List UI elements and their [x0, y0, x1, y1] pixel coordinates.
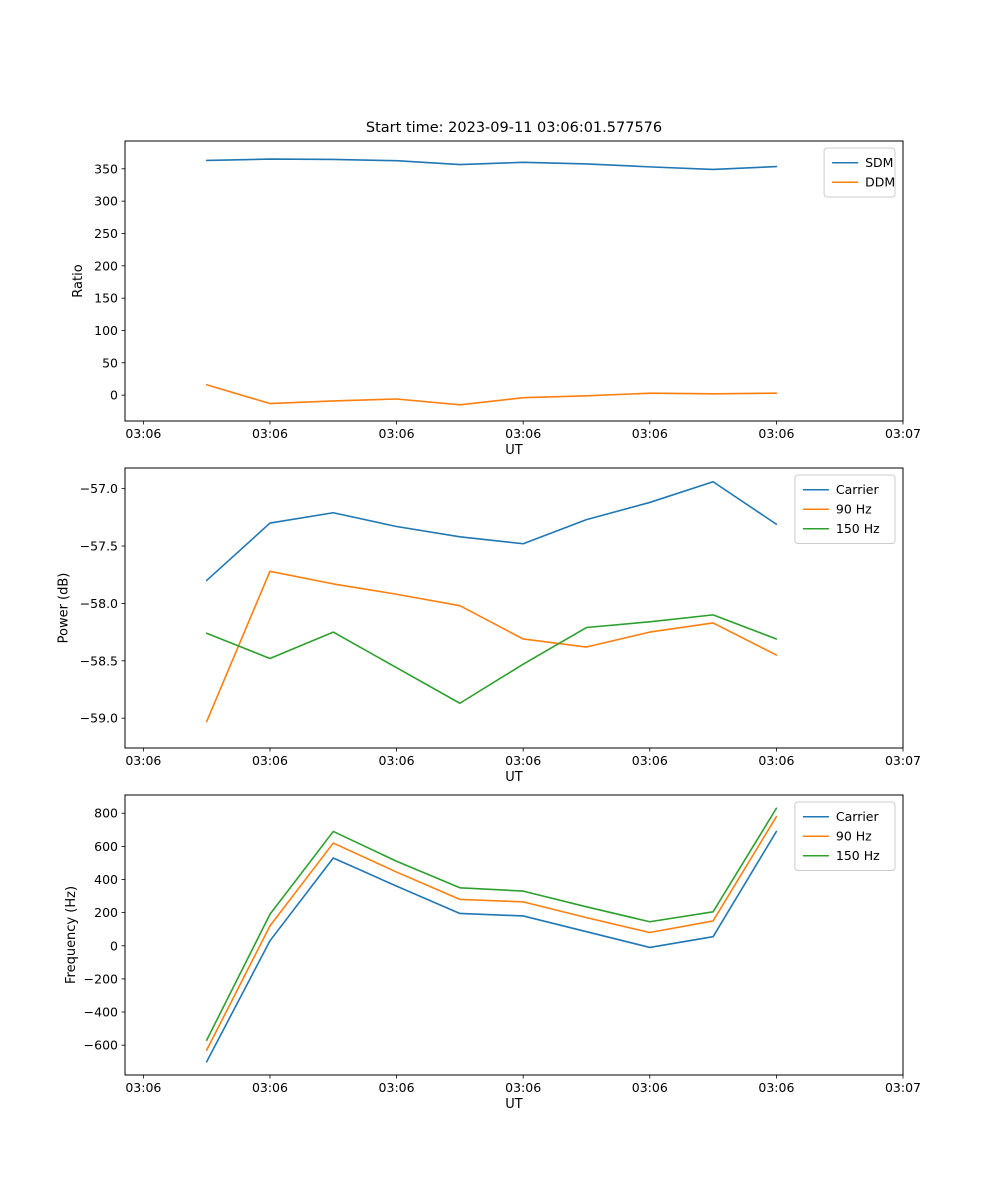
y-tick-label: 200: [94, 905, 118, 920]
y-tick-label: −400: [84, 1005, 118, 1020]
x-tick-label: 03:06: [252, 753, 288, 768]
axes-box-ratio: [124, 140, 904, 422]
x-tick-label: 03:06: [379, 753, 415, 768]
legend-label: 150 Hz: [836, 848, 880, 863]
x-tick-label: 03:06: [379, 426, 415, 441]
x-tick-label: 03:06: [758, 426, 794, 441]
legend: SDM DDM: [823, 147, 896, 198]
x-tick-label: 03:06: [758, 1080, 794, 1095]
y-tick-label: −58.5: [80, 653, 118, 668]
y-axis-label: Ratio: [71, 264, 86, 297]
series-line-carrier: [205, 480, 778, 582]
axes-box-frequency: [124, 794, 904, 1076]
y-tick-label: 50: [102, 355, 118, 370]
x-tick-label: 03:06: [125, 1080, 161, 1095]
y-tick-label: 0: [110, 938, 118, 953]
x-tick-label: 03:06: [379, 1080, 415, 1095]
y-tick-label: 150: [94, 291, 118, 306]
chart-title: Start time: 2023-09-11 03:06:01.577576: [366, 120, 662, 136]
y-tick-label: 0: [110, 388, 118, 403]
legend-label: SDM: [865, 155, 893, 170]
y-tick-label: −59.0: [80, 711, 118, 726]
x-tick-label: 03:06: [505, 753, 541, 768]
axes-box-power: [124, 467, 904, 749]
chart-power: 03:06 03:06 03:06 03:06 03:06 03:06 03:07 −59.0…: [57, 467, 921, 785]
x-tick-label: 03:07: [885, 1080, 921, 1095]
y-tick-label: 200: [94, 258, 118, 273]
legend: Carrier 90 Hz 150 Hz: [794, 474, 896, 544]
y-tick-label: −57.5: [80, 539, 118, 554]
series-line-90-hz: [205, 570, 778, 723]
y-axis-label: Frequency (Hz): [64, 886, 79, 984]
x-tick-label: 03:06: [505, 1080, 541, 1095]
y-tick-label: 100: [94, 323, 118, 338]
x-tick-label: 03:06: [505, 426, 541, 441]
y-tick-label: 350: [94, 161, 118, 176]
legend-label: 150 Hz: [836, 521, 880, 536]
legend-label: Carrier: [836, 482, 880, 497]
legend-label: DDM: [865, 175, 895, 190]
y-tick-label: 250: [94, 226, 118, 241]
y-tick-label: −57.0: [80, 481, 118, 496]
series-line-sdm: [205, 158, 778, 171]
y-tick-label: 400: [94, 872, 118, 887]
x-axis-label: UT: [505, 1097, 523, 1112]
series-line-carrier: [205, 830, 778, 1063]
legend-box: [823, 147, 896, 198]
x-tick-label: 03:06: [125, 426, 161, 441]
chart-frequency: 03:06 03:06 03:06 03:06 03:06 03:06 03:07 −600 −…: [64, 794, 921, 1112]
y-tick-label: −600: [84, 1038, 118, 1053]
x-axis-label: UT: [505, 770, 523, 785]
legend: Carrier 90 Hz 150 Hz: [794, 801, 896, 871]
x-tick-label: 03:06: [632, 426, 668, 441]
series-line-90-hz: [205, 815, 778, 1051]
x-axis-label: UT: [505, 443, 523, 458]
y-axis-label: Power (dB): [57, 573, 72, 644]
y-tick-label: −58.0: [80, 596, 118, 611]
legend-label: Carrier: [836, 809, 880, 824]
chart-ratio: 03:06 03:06 03:06 03:06 03:06 03:06 03:07 0 50 10…: [71, 120, 921, 458]
legend-label: 90 Hz: [836, 502, 872, 517]
legend-box: [794, 801, 896, 871]
x-tick-label: 03:06: [252, 1080, 288, 1095]
x-tick-label: 03:06: [252, 426, 288, 441]
x-tick-label: 03:06: [125, 753, 161, 768]
series-line-150-hz: [205, 614, 778, 705]
x-tick-label: 03:06: [758, 753, 794, 768]
series-line-ddm: [205, 383, 778, 406]
series-line-150-hz: [205, 807, 778, 1042]
y-tick-label: 300: [94, 194, 118, 209]
x-tick-label: 03:06: [632, 1080, 668, 1095]
y-tick-label: 800: [94, 806, 118, 821]
legend-label: 90 Hz: [836, 829, 872, 844]
x-tick-label: 03:07: [885, 426, 921, 441]
y-tick-label: 600: [94, 839, 118, 854]
x-tick-label: 03:07: [885, 753, 921, 768]
legend-box: [794, 474, 896, 544]
x-tick-label: 03:06: [632, 753, 668, 768]
y-tick-label: −200: [84, 971, 118, 986]
